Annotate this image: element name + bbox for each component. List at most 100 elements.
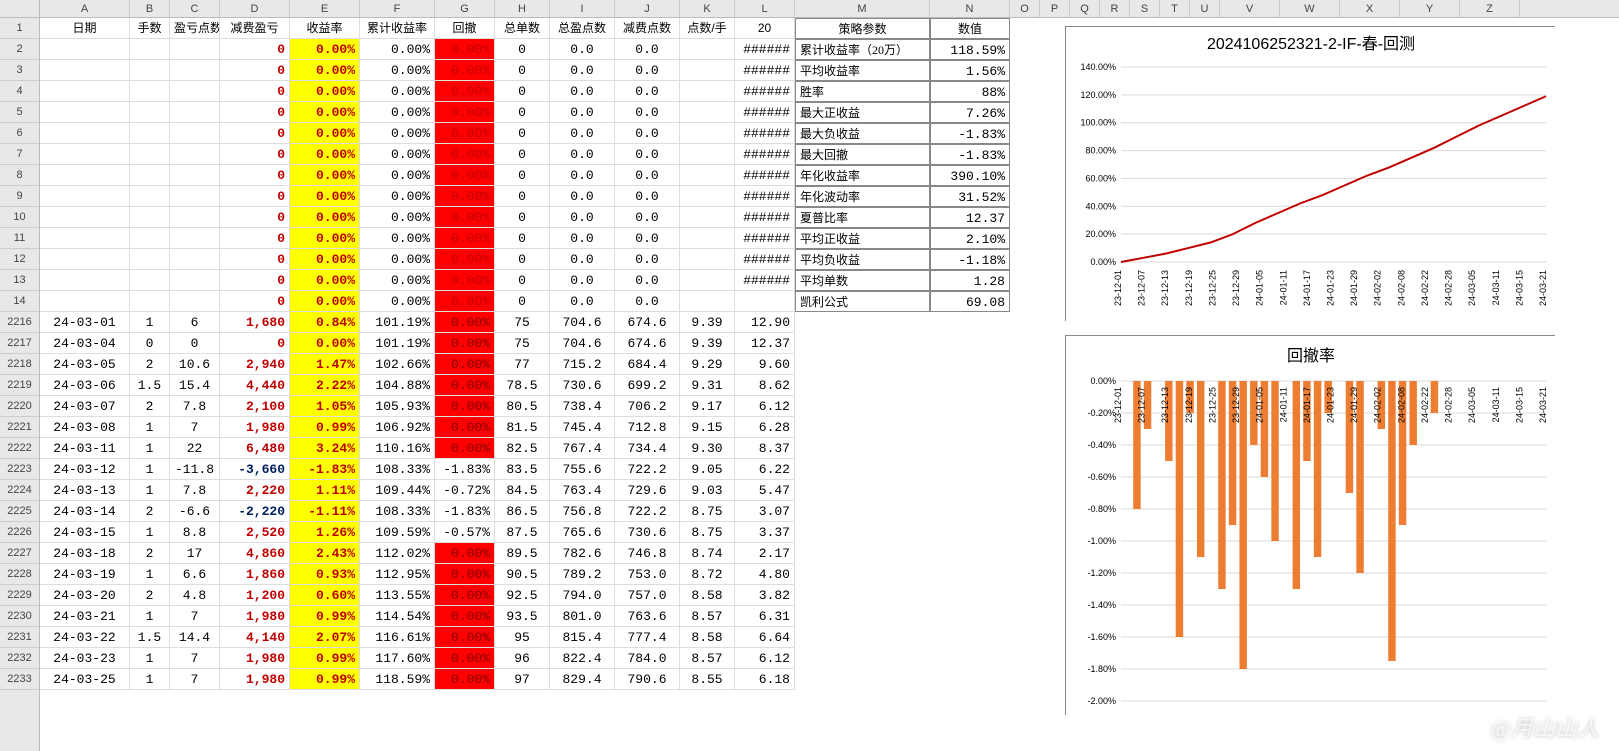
cell-B[interactable]: 1 <box>130 606 170 627</box>
cell-G[interactable]: 0.00% <box>435 627 495 648</box>
cell-A[interactable]: 24-03-18 <box>40 543 130 564</box>
cell-K[interactable] <box>680 39 735 60</box>
cell-K[interactable] <box>680 60 735 81</box>
col-header-X[interactable]: X <box>1340 0 1400 17</box>
cell-H[interactable]: 84.5 <box>495 480 550 501</box>
cell-G[interactable]: 0.00% <box>435 186 495 207</box>
cell-A[interactable] <box>40 81 130 102</box>
cell-C[interactable] <box>170 123 220 144</box>
cell-H[interactable]: 87.5 <box>495 522 550 543</box>
cell-H[interactable]: 0 <box>495 123 550 144</box>
cell-D[interactable]: 0 <box>220 102 290 123</box>
cell-C[interactable]: 6 <box>170 312 220 333</box>
cell-J[interactable]: 0.0 <box>615 249 680 270</box>
cell-L[interactable]: 12.90 <box>735 312 795 333</box>
cell-F[interactable]: 0.00% <box>360 207 435 228</box>
cell-I[interactable]: 763.4 <box>550 480 615 501</box>
cell-B[interactable]: 1 <box>130 480 170 501</box>
cell-G[interactable]: 0.00% <box>435 564 495 585</box>
cell-L[interactable]: 9.60 <box>735 354 795 375</box>
cell-M[interactable]: 累计收益率（20万） <box>795 39 930 60</box>
cell-N[interactable]: 69.08 <box>930 291 1010 312</box>
cell-E[interactable]: 1.11% <box>290 480 360 501</box>
cell-A[interactable]: 24-03-25 <box>40 669 130 690</box>
cell-G[interactable]: 0.00% <box>435 291 495 312</box>
cell-D[interactable]: 0 <box>220 81 290 102</box>
cell-E[interactable]: 0.99% <box>290 648 360 669</box>
cell-A[interactable]: 24-03-06 <box>40 375 130 396</box>
cell-L[interactable]: ###### <box>735 207 795 228</box>
cell-D[interactable]: 0 <box>220 291 290 312</box>
cell-E[interactable]: 2.22% <box>290 375 360 396</box>
row-header-2228[interactable]: 2228 <box>0 564 39 585</box>
cell-K[interactable] <box>680 228 735 249</box>
cell-F[interactable]: 102.66% <box>360 354 435 375</box>
cell-F[interactable]: 114.54% <box>360 606 435 627</box>
cell-E[interactable]: 0.00% <box>290 228 360 249</box>
cell-B[interactable] <box>130 186 170 207</box>
cell-J[interactable]: 0.0 <box>615 186 680 207</box>
row-header-6[interactable]: 6 <box>0 123 39 144</box>
cell-F[interactable]: 108.33% <box>360 459 435 480</box>
cell-G[interactable]: 0.00% <box>435 669 495 690</box>
cell-L[interactable]: 6.22 <box>735 459 795 480</box>
cell-D[interactable]: 1,980 <box>220 669 290 690</box>
cell-K[interactable]: 8.74 <box>680 543 735 564</box>
cell-A[interactable] <box>40 249 130 270</box>
cell-M[interactable]: 最大负收益 <box>795 123 930 144</box>
cell-H[interactable]: 总单数 <box>495 18 550 39</box>
cell-A[interactable] <box>40 102 130 123</box>
cell-E[interactable]: 2.43% <box>290 543 360 564</box>
cell-K[interactable]: 8.57 <box>680 648 735 669</box>
cell-C[interactable]: 4.8 <box>170 585 220 606</box>
cell-H[interactable]: 82.5 <box>495 438 550 459</box>
cell-E[interactable]: 0.00% <box>290 291 360 312</box>
cell-I[interactable]: 0.0 <box>550 144 615 165</box>
cell-L[interactable]: 20 <box>735 18 795 39</box>
cell-F[interactable]: 0.00% <box>360 270 435 291</box>
cell-C[interactable] <box>170 270 220 291</box>
cell-L[interactable]: ###### <box>735 39 795 60</box>
cell-B[interactable] <box>130 60 170 81</box>
cell-D[interactable]: 减费盈亏 <box>220 18 290 39</box>
cell-C[interactable]: 7 <box>170 606 220 627</box>
cell-H[interactable]: 0 <box>495 60 550 81</box>
cell-J[interactable]: 777.4 <box>615 627 680 648</box>
cell-J[interactable]: 757.0 <box>615 585 680 606</box>
cell-G[interactable]: -1.83% <box>435 501 495 522</box>
col-header-H[interactable]: H <box>495 0 550 17</box>
cell-F[interactable]: 109.59% <box>360 522 435 543</box>
cell-H[interactable]: 90.5 <box>495 564 550 585</box>
cell-L[interactable]: 12.37 <box>735 333 795 354</box>
cell-H[interactable]: 0 <box>495 228 550 249</box>
cell-I[interactable]: 738.4 <box>550 396 615 417</box>
cell-A[interactable] <box>40 207 130 228</box>
cell-L[interactable]: 8.62 <box>735 375 795 396</box>
cell-N[interactable]: 1.56% <box>930 60 1010 81</box>
cell-F[interactable]: 106.92% <box>360 417 435 438</box>
row-header-2227[interactable]: 2227 <box>0 543 39 564</box>
cell-L[interactable]: ###### <box>735 81 795 102</box>
cell-E[interactable]: 0.99% <box>290 606 360 627</box>
cell-D[interactable]: 2,100 <box>220 396 290 417</box>
cell-B[interactable] <box>130 102 170 123</box>
cell-I[interactable]: 794.0 <box>550 585 615 606</box>
cell-D[interactable]: 0 <box>220 123 290 144</box>
cell-F[interactable]: 104.88% <box>360 375 435 396</box>
cell-F[interactable]: 0.00% <box>360 102 435 123</box>
cell-F[interactable]: 0.00% <box>360 228 435 249</box>
cell-D[interactable]: 4,860 <box>220 543 290 564</box>
cell-K[interactable] <box>680 165 735 186</box>
cell-H[interactable]: 95 <box>495 627 550 648</box>
row-header-13[interactable]: 13 <box>0 270 39 291</box>
cell-K[interactable]: 9.17 <box>680 396 735 417</box>
cell-B[interactable]: 0 <box>130 333 170 354</box>
cell-C[interactable] <box>170 39 220 60</box>
cell-F[interactable]: 113.55% <box>360 585 435 606</box>
cell-E[interactable]: 0.00% <box>290 270 360 291</box>
col-header-N[interactable]: N <box>930 0 1010 17</box>
cell-D[interactable]: -3,660 <box>220 459 290 480</box>
cell-K[interactable]: 8.75 <box>680 501 735 522</box>
cell-F[interactable]: 0.00% <box>360 144 435 165</box>
cell-H[interactable]: 93.5 <box>495 606 550 627</box>
